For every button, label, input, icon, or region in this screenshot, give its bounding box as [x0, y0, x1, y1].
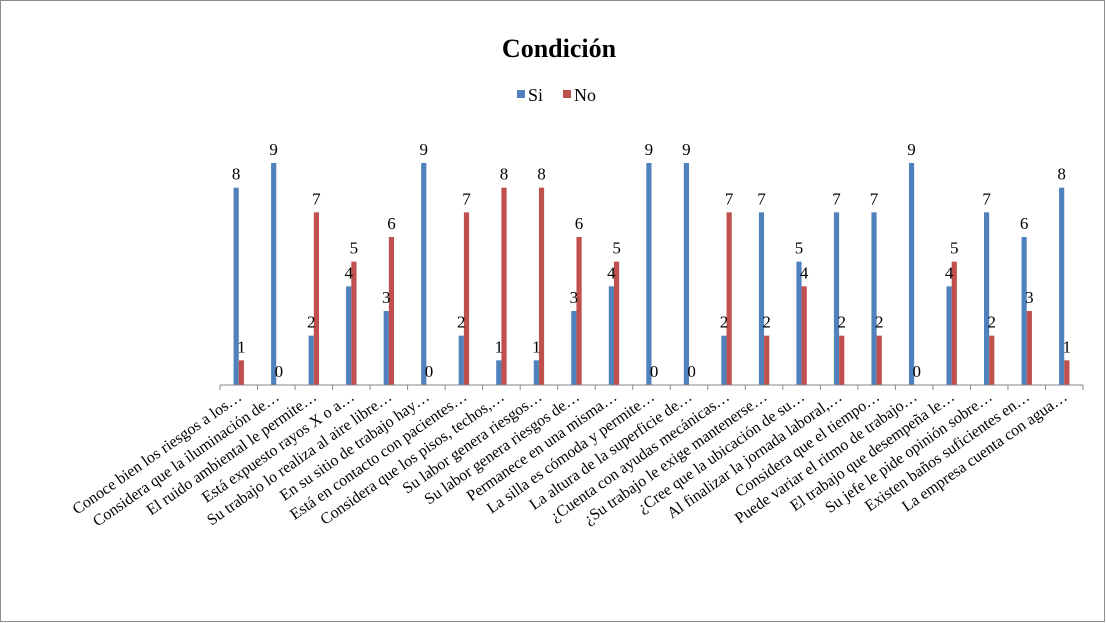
data-label-no: 2 [762, 313, 771, 332]
data-label-no: 3 [1025, 288, 1034, 307]
data-label-si: 9 [682, 140, 691, 159]
bar-no [801, 286, 807, 385]
chart-title: Condición [502, 34, 617, 63]
data-label-no: 7 [462, 189, 471, 208]
bar-no [351, 261, 357, 385]
data-label-no: 2 [875, 313, 884, 332]
bar-si [758, 212, 765, 385]
bar-no [1064, 360, 1070, 385]
value-labels: 8 1 9 0 2 7 4 5 3 6 9 0 2 7 1 8 1 8 3 6 4 5 9 0 9 0 2 7 7 2 5 4 7 2 7 2 9 0 4 5… [232, 140, 1071, 381]
bar-no [951, 261, 957, 385]
data-label-si: 9 [269, 140, 278, 159]
bar-si [421, 163, 427, 385]
bar-si [983, 212, 990, 385]
bar-si [571, 311, 577, 385]
data-label-no: 1 [1063, 337, 1072, 356]
data-label-si: 9 [645, 140, 654, 159]
bar-si [833, 212, 840, 385]
data-label-no: 8 [500, 165, 509, 184]
data-label-si: 4 [344, 263, 353, 282]
bar-si [496, 360, 502, 385]
data-label-no: 2 [837, 313, 846, 332]
bar-si [646, 163, 652, 385]
legend-label-no: No [574, 85, 596, 105]
data-label-si: 2 [720, 313, 729, 332]
bar-no [388, 237, 395, 385]
bar-si [233, 187, 239, 385]
bar-si [308, 335, 314, 385]
bar-si [346, 286, 352, 385]
data-label-no: 0 [913, 362, 922, 381]
data-label-no: 2 [988, 313, 997, 332]
data-label-si: 1 [495, 337, 504, 356]
bar-no [538, 187, 545, 385]
bar-no [764, 335, 770, 385]
bar-si [271, 163, 277, 385]
data-label-no: 6 [387, 214, 396, 233]
bar-no [726, 212, 732, 385]
bar-si [721, 335, 727, 385]
data-label-si: 9 [420, 140, 429, 159]
bar-si [796, 261, 802, 385]
bar-si [383, 311, 389, 385]
bar-no [313, 212, 320, 385]
bar-no [238, 360, 244, 385]
data-label-no: 5 [950, 239, 959, 258]
bar-no [876, 335, 882, 385]
legend-label-si: Si [528, 85, 543, 105]
data-label-no: 7 [725, 189, 734, 208]
data-label-si: 4 [945, 263, 954, 282]
data-label-si: 5 [795, 239, 804, 258]
data-label-si: 1 [532, 337, 541, 356]
data-label-si: 7 [870, 189, 879, 208]
bar-no [463, 212, 470, 385]
bar-si [908, 163, 915, 385]
bar-si [871, 212, 877, 385]
data-label-si: 8 [1057, 165, 1066, 184]
x-ticks [219, 385, 1084, 390]
bar-no [613, 261, 620, 385]
bar-si [946, 286, 952, 385]
data-label-si: 4 [607, 263, 616, 282]
data-label-si: 9 [907, 140, 916, 159]
bar-si [683, 163, 690, 385]
data-label-si: 7 [832, 189, 841, 208]
legend: Si No [517, 85, 596, 105]
category-labels: Conoce bien los riesgos a los…Considera … [70, 388, 1071, 530]
data-label-no: 5 [612, 239, 621, 258]
data-label-si: 6 [1020, 214, 1029, 233]
bars [233, 163, 1070, 385]
data-label-si: 7 [757, 189, 766, 208]
data-label-no: 7 [312, 189, 321, 208]
data-label-si: 3 [570, 288, 579, 307]
data-label-no: 0 [687, 362, 696, 381]
data-label-si: 7 [982, 189, 991, 208]
bar-si [533, 360, 539, 385]
data-label-si: 2 [307, 313, 316, 332]
data-label-no: 1 [237, 337, 246, 356]
legend-swatch-no [563, 90, 571, 98]
bar-no [989, 335, 995, 385]
bar-si [1021, 237, 1027, 385]
data-label-si: 3 [382, 288, 391, 307]
data-label-no: 0 [275, 362, 284, 381]
bar-no [576, 237, 582, 385]
legend-swatch-si [517, 90, 525, 98]
data-label-si: 8 [232, 165, 241, 184]
bar-si [1059, 187, 1065, 385]
data-label-no: 8 [537, 165, 546, 184]
data-label-no: 4 [800, 263, 809, 282]
data-label-no: 0 [425, 362, 434, 381]
bar-no [839, 335, 845, 385]
bar-si [458, 335, 464, 385]
data-label-no: 5 [350, 239, 359, 258]
data-label-no: 6 [575, 214, 584, 233]
data-label-si: 2 [457, 313, 466, 332]
bar-si [608, 286, 614, 385]
bar-no [1026, 311, 1032, 385]
bar-no [501, 187, 507, 385]
data-label-no: 0 [650, 362, 659, 381]
